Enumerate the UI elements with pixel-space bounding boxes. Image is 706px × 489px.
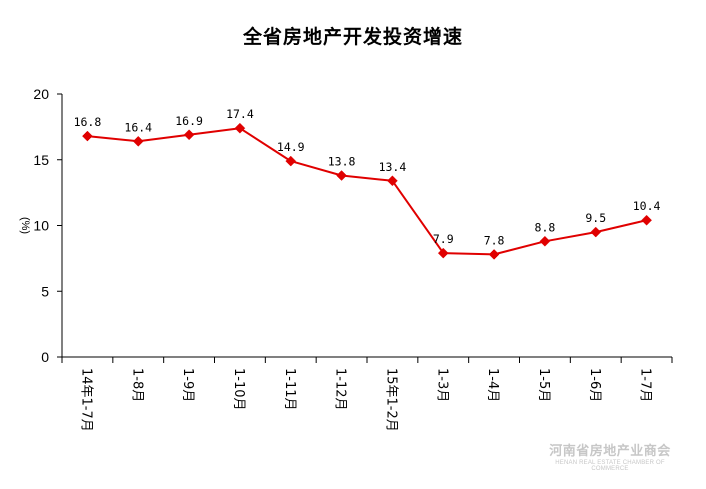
chart-title: 全省房地产开发投资增速 xyxy=(242,26,463,48)
data-point xyxy=(336,170,347,181)
x-tick-label: 1-4月 xyxy=(485,368,500,402)
data-label: 13.8 xyxy=(328,155,356,169)
watermark-subtext: HENAN REAL ESTATE CHAMBER OF COMMERCE xyxy=(555,460,665,472)
x-tick-label: 1-9月 xyxy=(180,368,195,402)
data-label: 13.4 xyxy=(379,160,407,174)
data-label: 16.9 xyxy=(175,114,203,128)
y-tick-label: 10 xyxy=(33,218,49,234)
x-tick-label: 14年1-7月 xyxy=(78,368,93,432)
data-label: 7.9 xyxy=(433,232,454,246)
y-tick-label: 15 xyxy=(33,152,49,168)
data-point xyxy=(539,235,551,247)
x-tick-label: 1-3月 xyxy=(434,368,449,402)
x-tick-label: 15年1-2月 xyxy=(383,368,398,432)
x-tick-label: 1-11月 xyxy=(282,368,297,411)
data-label: 7.8 xyxy=(484,233,505,247)
data-point xyxy=(82,130,93,142)
x-tick-label: 1-12月 xyxy=(333,368,348,411)
watermark-logo: 河南省房地产业商会 HENAN REAL ESTATE CHAMBER OF C… xyxy=(544,440,676,472)
data-point xyxy=(183,129,195,141)
y-tick-label: 20 xyxy=(33,86,49,102)
data-point xyxy=(387,175,398,187)
data-label: 9.5 xyxy=(585,211,606,225)
data-label: 16.4 xyxy=(124,120,152,134)
y-tick-label: 5 xyxy=(41,283,49,299)
data-point xyxy=(488,249,500,260)
data-point xyxy=(590,226,602,238)
data-label: 17.4 xyxy=(226,107,254,121)
x-tick-label: 1-8月 xyxy=(129,368,144,402)
data-label: 8.8 xyxy=(535,220,556,234)
x-tick-label: 1-10月 xyxy=(231,368,246,411)
data-point xyxy=(437,247,449,259)
data-point xyxy=(234,122,246,134)
data-label: 14.9 xyxy=(277,140,305,154)
x-tick-label: 1-5月 xyxy=(536,368,551,402)
data-point xyxy=(132,135,144,147)
data-label: 16.8 xyxy=(74,115,102,129)
data-point xyxy=(285,155,297,167)
y-axis-label: (%) xyxy=(19,217,31,234)
data-label: 10.4 xyxy=(633,199,661,213)
y-tick-label: 0 xyxy=(41,349,49,365)
series-line xyxy=(87,127,647,256)
x-tick-label: 1-7月 xyxy=(638,368,653,402)
data-point xyxy=(641,214,652,226)
x-tick-label: 1-6月 xyxy=(587,368,602,402)
watermark-text: 河南省房地产业商会 xyxy=(549,444,671,459)
